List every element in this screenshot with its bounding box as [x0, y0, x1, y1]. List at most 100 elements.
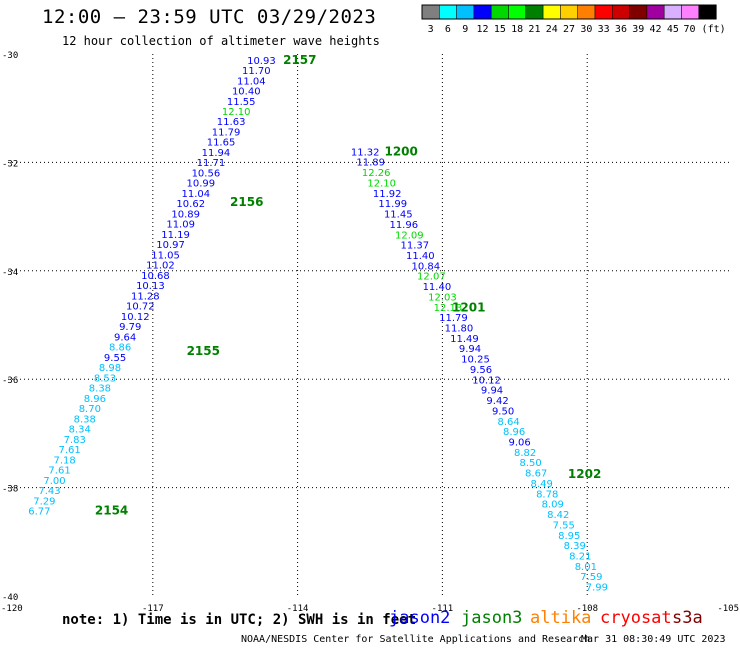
legend-swatch — [508, 4, 527, 20]
x-tick-label: -111 — [432, 604, 454, 614]
wave-height-value: 7.18 — [53, 455, 75, 466]
legend-swatch — [542, 4, 561, 20]
wave-height-value: 10.99 — [187, 179, 216, 190]
wave-height-value: 10.40 — [232, 87, 261, 98]
wave-height-value: 8.42 — [547, 510, 569, 521]
wave-height-value: 11.89 — [356, 158, 385, 169]
satellite-jason3: jason3 — [461, 608, 523, 628]
legend-swatch — [629, 4, 648, 20]
wave-height-value: 9.94 — [481, 386, 503, 397]
legend-label: 9 — [462, 24, 468, 35]
time-label: 1201 — [452, 300, 485, 314]
wave-height-value: 7.55 — [553, 520, 575, 531]
footer-timestamp: Mar 31 08:30:49 UTC 2023 — [581, 634, 726, 645]
legend-label: 30 — [580, 24, 592, 35]
legend-swatch — [473, 4, 492, 20]
legend-label: 21 — [528, 24, 540, 35]
legend-swatch — [577, 4, 596, 20]
wave-height-value: 9.56 — [470, 365, 492, 376]
wave-height-value: 11.79 — [439, 313, 468, 324]
wave-height-value: 11.32 — [351, 147, 380, 158]
wave-height-value: 8.78 — [536, 489, 558, 500]
legend-label: 15 — [494, 24, 506, 35]
wave-height-value: 12.07 — [417, 272, 446, 283]
wave-height-value: 11.79 — [212, 127, 241, 138]
legend-label: 39 — [632, 24, 644, 35]
wave-height-value: 8.01 — [575, 562, 597, 573]
wave-height-value: 12.26 — [362, 168, 391, 179]
legend-swatch — [421, 4, 440, 20]
wave-height-value: 9.50 — [492, 406, 514, 417]
wave-height-value: 8.38 — [89, 384, 111, 395]
y-tick-label: -38 — [2, 485, 18, 495]
wave-height-value: 10.25 — [461, 355, 490, 366]
legend-label: 42 — [650, 24, 662, 35]
x-tick-label: -105 — [717, 604, 739, 614]
wave-height-value: 9.42 — [486, 396, 508, 407]
time-label: 2155 — [187, 344, 220, 358]
wave-height-value: 11.80 — [445, 324, 474, 335]
wave-height-value: 8.09 — [542, 500, 564, 511]
legend-label: 3 — [428, 24, 434, 35]
wave-height-value: 8.39 — [564, 541, 586, 552]
chart-title: 12:00 — 23:59 UTC 03/29/2023 — [42, 6, 377, 28]
wave-height-value: 8.95 — [558, 531, 580, 542]
legend-swatch — [439, 4, 457, 20]
x-tick-label: -114 — [287, 604, 309, 614]
wave-height-value: 11.04 — [237, 76, 266, 87]
wave-height-value: 11.09 — [166, 220, 195, 231]
wave-height-value: 8.67 — [525, 469, 547, 480]
y-tick-label: -32 — [2, 159, 18, 169]
wave-height-value: 11.49 — [450, 334, 479, 345]
y-tick-label: -40 — [2, 593, 18, 603]
legend-swatch — [594, 4, 613, 20]
wave-height-value: 9.06 — [508, 438, 530, 449]
wave-height-value: 7.83 — [64, 435, 86, 446]
wave-height-value: 9.55 — [104, 353, 126, 364]
legend-swatch — [525, 4, 544, 20]
legend-swatch — [646, 4, 665, 20]
wave-height-value: 12.13 — [434, 303, 463, 314]
time-label: 2154 — [95, 504, 128, 518]
legend-swatch — [698, 4, 717, 20]
y-tick-label: -34 — [2, 268, 18, 278]
wave-height-value: 7.43 — [38, 486, 60, 497]
wave-height-value: 11.19 — [161, 230, 190, 241]
satellite-s3a: s3a — [672, 608, 703, 628]
time-label: 1200 — [384, 144, 417, 158]
wave-height-value: 8.53 — [94, 373, 116, 384]
satellite-altika: altika — [530, 608, 592, 628]
wave-height-value: 10.56 — [192, 168, 221, 179]
wave-height-labels: 10.9311.7011.0410.4011.5512.1011.6311.79… — [28, 56, 608, 594]
legend-swatch — [560, 4, 578, 20]
legend-swatch — [663, 4, 682, 20]
wave-height-value: 10.89 — [171, 209, 200, 220]
wave-height-value: 11.96 — [389, 220, 418, 231]
wave-height-value: 8.34 — [69, 425, 91, 436]
legend-label: 70 (ft) — [684, 24, 726, 35]
wave-height-value: 8.96 — [503, 427, 525, 438]
wave-height-value: 11.92 — [373, 189, 402, 200]
wave-height-value: 8.82 — [514, 448, 536, 459]
wave-height-value: 8.70 — [79, 404, 101, 415]
wave-height-value: 11.45 — [384, 210, 413, 221]
legend-swatch — [456, 4, 475, 20]
wave-height-value: 10.12 — [472, 375, 501, 386]
legend-label: 18 — [511, 24, 523, 35]
wave-height-value: 10.62 — [176, 199, 205, 210]
wave-height-value: 11.28 — [131, 291, 160, 302]
wave-height-value: 8.21 — [569, 551, 591, 562]
wave-height-value: 11.94 — [202, 148, 231, 159]
wave-height-value: 7.99 — [586, 583, 608, 594]
wave-height-value: 11.40 — [406, 251, 435, 262]
color-legend: 3 6 9 12 15 18 21 24 27 30 33 36 39 42 45 70 (ft) — [421, 4, 726, 35]
wave-height-value: 12.10 — [222, 107, 251, 118]
legend-label: 45 — [667, 24, 679, 35]
wave-height-value: 8.98 — [99, 363, 121, 374]
wave-height-value: 8.86 — [109, 343, 131, 354]
lat-lon-grid — [8, 54, 732, 596]
legend-swatch — [681, 4, 700, 20]
wave-height-value: 11.99 — [378, 199, 407, 210]
wave-height-value: 8.64 — [497, 417, 519, 428]
wave-height-value: 11.63 — [217, 117, 246, 128]
